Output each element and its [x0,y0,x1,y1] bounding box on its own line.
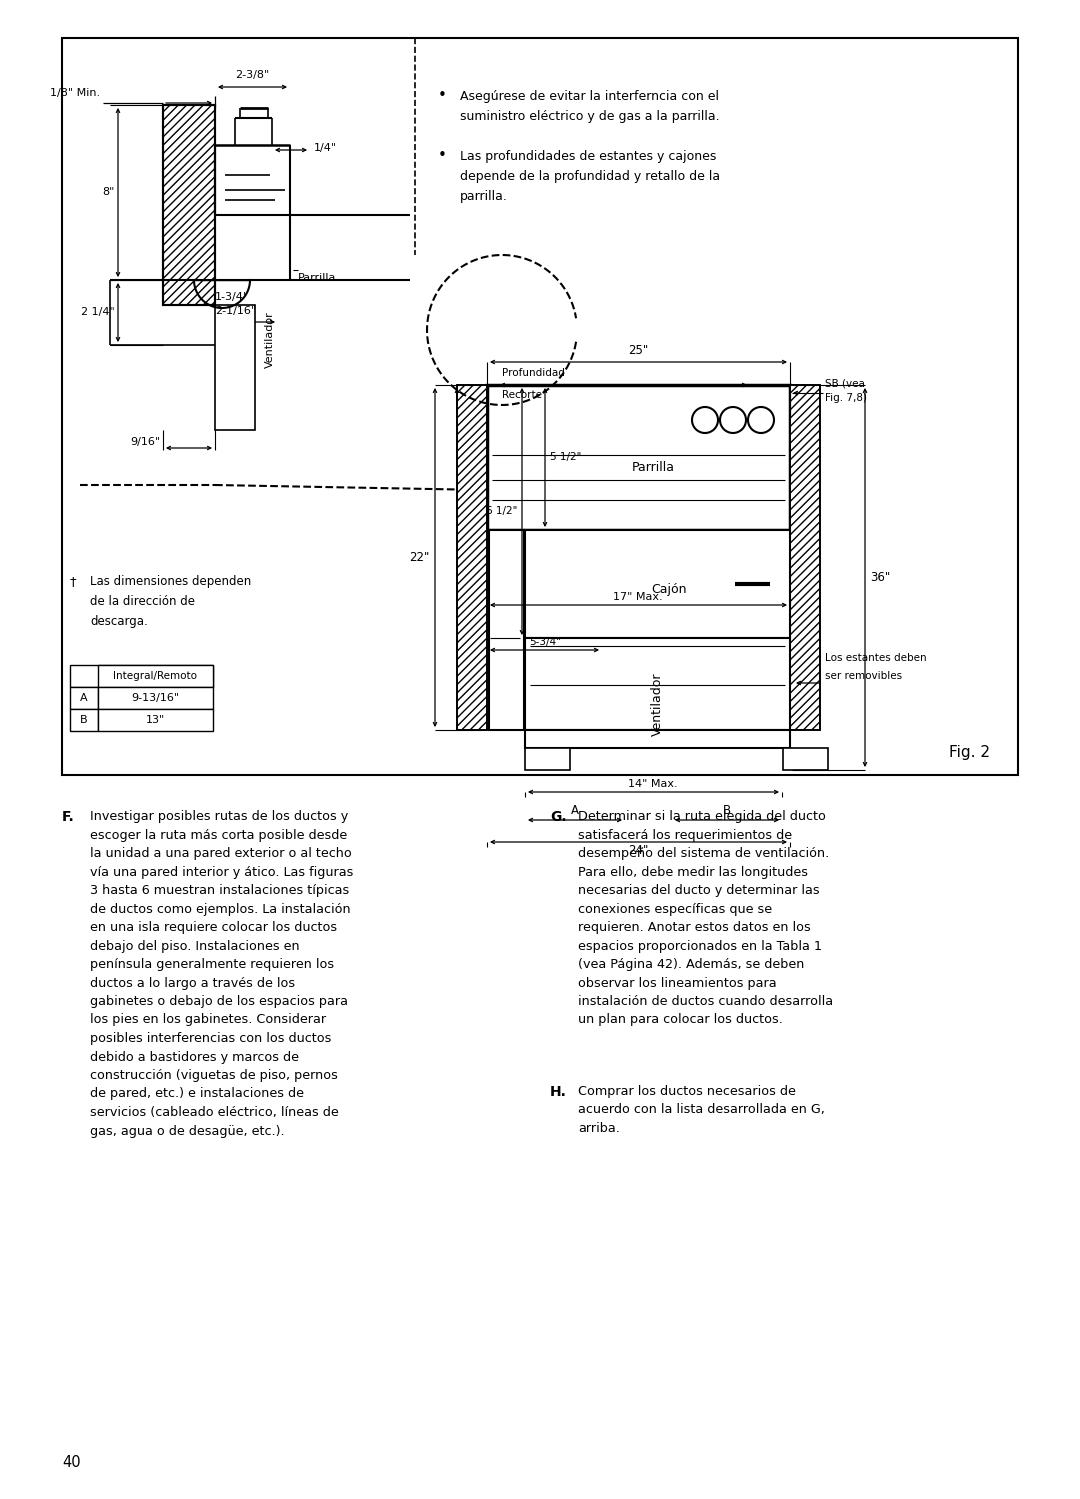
Text: 8": 8" [103,187,114,196]
Text: 2-1/16": 2-1/16" [215,306,256,316]
Text: 1/8" Min.: 1/8" Min. [50,88,100,97]
Text: Las dimensiones dependen: Las dimensiones dependen [90,576,252,588]
Bar [70,666,213,687]
Text: Cajón: Cajón [651,583,687,595]
Text: Asegúrese de evitar la interferncia con el: Asegúrese de evitar la interferncia con … [460,90,719,103]
Bar [163,105,215,304]
Text: Ventilador: Ventilador [650,672,663,736]
Text: descarga.: descarga. [90,615,148,628]
Text: 2-3/8": 2-3/8" [234,70,269,79]
Text: Parrilla: Parrilla [632,460,675,474]
Bar [487,385,789,531]
Text: Profundidad: Profundidad [502,367,565,378]
Text: Los estantes deben: Los estantes deben [825,654,927,663]
Bar [98,687,213,709]
Text: †: † [70,576,77,588]
Text: Determinar si la ruta elegida del ducto
satisfacerá los requerimientos de
desemp: Determinar si la ruta elegida del ducto … [578,809,833,1027]
Text: G.: G. [550,809,567,824]
Text: 6 1/2": 6 1/2" [486,507,517,516]
Bar [457,385,487,730]
Text: 9-13/16": 9-13/16" [131,693,179,703]
Bar [789,385,820,730]
Text: Las profundidades de estantes y cajones: Las profundidades de estantes y cajones [460,150,716,163]
Text: 14" Max.: 14" Max. [629,779,678,788]
Bar [525,730,789,748]
Bar [62,37,1018,775]
Text: parrilla.: parrilla. [460,190,508,202]
Text: 17" Max.: 17" Max. [613,592,663,603]
Text: 5-3/4": 5-3/4" [529,637,561,648]
Text: •: • [438,88,447,103]
Bar [215,304,255,430]
Bar [163,105,215,304]
Bar [783,748,828,770]
Bar [70,687,98,709]
Text: Fig. 7,8): Fig. 7,8) [825,393,867,403]
Text: 5 1/2": 5 1/2" [550,453,581,462]
Text: SB (vea: SB (vea [825,378,865,388]
Bar [525,531,789,639]
Bar [789,385,820,730]
Text: Fig. 2: Fig. 2 [949,745,990,760]
Text: 2 1/4": 2 1/4" [81,307,114,316]
Text: 36": 36" [870,571,890,583]
Text: 13": 13" [146,715,164,726]
Text: B: B [723,803,731,817]
Text: A: A [80,693,87,703]
Text: 25": 25" [627,343,648,357]
Text: suministro eléctrico y de gas a la parrilla.: suministro eléctrico y de gas a la parri… [460,109,719,123]
Text: 1/4": 1/4" [314,142,337,153]
Text: 40: 40 [62,1456,81,1471]
Text: de la dirección de: de la dirección de [90,595,195,609]
Bar [70,709,98,732]
Text: ser removibles: ser removibles [825,672,902,681]
Text: Parrilla: Parrilla [298,273,336,283]
Bar [489,531,524,730]
Text: Ventilador: Ventilador [265,312,275,369]
Text: 22": 22" [409,550,430,564]
Text: Comprar los ductos necesarios de
acuerdo con la lista desarrollada en G,
arriba.: Comprar los ductos necesarios de acuerdo… [578,1085,825,1135]
Bar [525,639,789,730]
Text: 9/16": 9/16" [130,438,160,447]
Text: 24": 24" [627,844,648,857]
Text: H.: H. [550,1085,567,1099]
Text: Investigar posibles rutas de los ductos y
escoger la ruta más corta posible desd: Investigar posibles rutas de los ductos … [90,809,353,1138]
Text: Recorte: Recorte [502,390,542,400]
Bar [457,385,487,730]
Bar [98,709,213,732]
Text: 1-3/4": 1-3/4" [215,292,249,301]
Bar [525,748,570,770]
Bar [98,666,213,687]
Text: Integral/Remoto: Integral/Remoto [113,672,197,681]
Text: A: A [571,803,579,817]
Text: •: • [438,148,447,163]
Text: depende de la profundidad y retallo de la: depende de la profundidad y retallo de l… [460,169,720,183]
Text: B: B [80,715,87,726]
Text: F.: F. [62,809,75,824]
